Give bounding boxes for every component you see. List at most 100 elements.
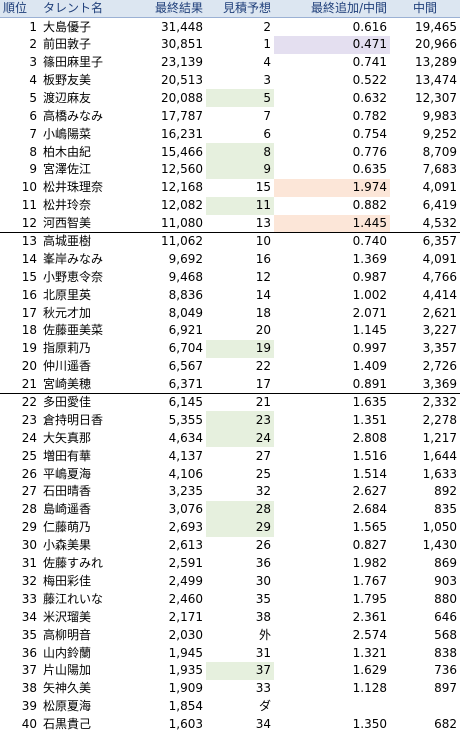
rank-cell[interactable]: 22 <box>21 395 37 410</box>
estimate-cell[interactable]: 14 <box>255 287 271 302</box>
mid-cell[interactable]: 682 <box>434 717 457 732</box>
ratio-cell[interactable]: 0.741 <box>352 55 387 70</box>
final-cell[interactable]: 17,787 <box>161 108 203 123</box>
estimate-cell[interactable]: 26 <box>255 538 271 553</box>
mid-cell[interactable]: 2,621 <box>422 305 457 320</box>
name-cell[interactable]: 梅田彩佳 <box>43 573 92 588</box>
estimate-cell[interactable]: 33 <box>255 681 271 696</box>
ratio-cell[interactable]: 1.350 <box>352 717 387 732</box>
final-cell[interactable]: 2,171 <box>168 609 203 624</box>
mid-cell[interactable]: 1,633 <box>422 466 457 481</box>
mid-cell[interactable]: 6,357 <box>422 234 457 249</box>
rank-cell[interactable]: 2 <box>29 37 37 52</box>
estimate-cell[interactable]: 34 <box>255 717 271 732</box>
mid-cell[interactable]: 9,252 <box>422 126 457 141</box>
mid-cell[interactable]: 3,227 <box>422 323 457 338</box>
ratio-cell[interactable]: 1.565 <box>352 520 387 535</box>
mid-cell[interactable]: 646 <box>434 609 457 624</box>
final-cell[interactable]: 4,634 <box>168 430 203 445</box>
estimate-cell[interactable]: 19 <box>206 339 274 358</box>
estimate-cell[interactable]: 2 <box>263 19 271 34</box>
rank-cell[interactable]: 13 <box>21 234 37 249</box>
ratio-cell[interactable]: 2.627 <box>352 484 387 499</box>
name-cell[interactable]: 小野恵令奈 <box>43 269 104 284</box>
final-cell[interactable]: 20,088 <box>161 90 203 105</box>
estimate-cell[interactable]: 22 <box>255 359 271 374</box>
rank-cell[interactable]: 10 <box>21 180 37 195</box>
name-cell[interactable]: 松井玲奈 <box>43 198 92 213</box>
ratio-cell[interactable]: 0.635 <box>352 162 387 177</box>
final-cell[interactable]: 23,139 <box>161 55 203 70</box>
final-cell[interactable]: 4,106 <box>168 466 203 481</box>
estimate-cell[interactable]: 10 <box>255 234 271 249</box>
rank-cell[interactable]: 36 <box>21 645 37 660</box>
mid-cell[interactable]: 1,050 <box>422 520 457 535</box>
mid-cell[interactable]: 880 <box>434 591 457 606</box>
estimate-cell[interactable]: 35 <box>255 591 271 606</box>
rank-cell[interactable]: 1 <box>29 19 37 34</box>
mid-cell[interactable]: 7,683 <box>422 162 457 177</box>
final-cell[interactable]: 6,371 <box>134 375 206 395</box>
estimate-cell[interactable]: 31 <box>255 645 271 660</box>
estimate-cell[interactable]: 30 <box>255 573 271 588</box>
mid-cell[interactable]: 892 <box>434 484 457 499</box>
name-cell[interactable]: 佐藤亜美菜 <box>43 323 104 338</box>
rank-cell[interactable]: 11 <box>21 198 37 213</box>
header-rank[interactable]: 順位 <box>0 0 40 19</box>
estimate-cell[interactable]: 9 <box>206 161 274 179</box>
mid-cell[interactable]: 2,278 <box>422 412 457 427</box>
final-cell[interactable]: 20,513 <box>161 73 203 87</box>
final-cell[interactable]: 12,560 <box>161 162 203 177</box>
estimate-cell[interactable]: 37 <box>206 661 274 680</box>
mid-cell[interactable]: 4,766 <box>422 269 457 284</box>
estimate-cell[interactable]: 1 <box>263 37 271 52</box>
rank-cell[interactable]: 16 <box>21 287 37 302</box>
name-cell[interactable]: 宮崎美穂 <box>40 375 134 395</box>
mid-cell[interactable]: 838 <box>434 645 457 660</box>
name-cell[interactable]: 石田晴香 <box>43 484 92 499</box>
rank-cell[interactable]: 5 <box>29 90 37 105</box>
ratio-cell[interactable]: 0.827 <box>352 538 387 553</box>
final-cell[interactable]: 1,909 <box>168 681 203 696</box>
estimate-cell[interactable]: 16 <box>255 251 271 266</box>
final-cell[interactable]: 3,235 <box>168 484 203 499</box>
rank-cell[interactable]: 7 <box>29 126 37 141</box>
estimate-cell[interactable]: 8 <box>206 143 274 162</box>
rank-cell[interactable]: 34 <box>21 609 37 624</box>
rank-cell[interactable]: 40 <box>21 717 37 732</box>
mid-cell[interactable]: 835 <box>434 502 457 517</box>
rank-cell[interactable]: 12 <box>0 214 40 234</box>
ratio-cell[interactable]: 0.782 <box>352 108 387 123</box>
estimate-cell[interactable]: 23 <box>206 411 274 430</box>
name-cell[interactable]: 倉持明日香 <box>43 412 104 427</box>
estimate-cell[interactable]: 18 <box>255 305 271 320</box>
final-cell[interactable]: 15,466 <box>161 144 203 159</box>
final-cell[interactable]: 1,603 <box>168 717 203 732</box>
mid-cell[interactable]: 4,532 <box>390 214 460 234</box>
name-cell[interactable]: 北原里英 <box>43 287 92 302</box>
name-cell[interactable]: 松井珠理奈 <box>43 180 104 195</box>
name-cell[interactable]: 小森美果 <box>43 538 92 553</box>
estimate-cell[interactable]: 15 <box>255 180 271 195</box>
estimate-cell[interactable]: 12 <box>255 269 271 284</box>
mid-cell[interactable]: 1,217 <box>422 430 457 445</box>
final-cell[interactable]: 6,704 <box>168 341 203 356</box>
name-cell[interactable]: 高城亜樹 <box>43 234 92 249</box>
ratio-cell[interactable]: 0.522 <box>352 73 387 87</box>
header-final[interactable]: 最終結果 <box>134 0 206 19</box>
rank-cell[interactable]: 33 <box>21 591 37 606</box>
name-cell[interactable]: 平嶋夏海 <box>43 466 92 481</box>
name-cell[interactable]: 増田有華 <box>43 448 92 463</box>
rank-cell[interactable]: 35 <box>21 627 37 642</box>
estimate-cell[interactable]: 6 <box>263 126 271 141</box>
name-cell[interactable]: 島崎遥香 <box>43 502 92 517</box>
final-cell[interactable]: 8,049 <box>168 305 203 320</box>
name-cell[interactable]: 仲川遥香 <box>43 359 92 374</box>
final-cell[interactable]: 1,945 <box>168 645 203 660</box>
final-cell[interactable]: 31,448 <box>161 19 203 34</box>
rank-cell[interactable]: 39 <box>21 699 37 714</box>
mid-cell[interactable]: 9,983 <box>422 108 457 123</box>
estimate-cell[interactable]: 7 <box>263 108 271 123</box>
estimate-cell[interactable]: 13 <box>206 214 274 234</box>
mid-cell[interactable]: 13,474 <box>415 73 457 87</box>
